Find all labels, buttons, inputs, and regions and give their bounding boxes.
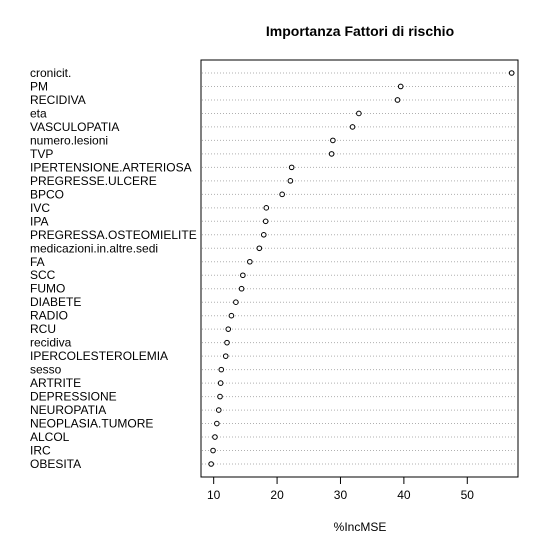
data-point: [209, 462, 214, 467]
category-label: FUMO: [30, 282, 65, 296]
data-point: [331, 138, 336, 143]
data-point: [225, 340, 230, 345]
x-axis-title: %IncMSE: [334, 520, 387, 534]
category-label: PREGRESSE.ULCERE: [30, 174, 157, 188]
x-tick-label: 50: [461, 488, 475, 502]
data-point: [211, 448, 216, 453]
data-point: [213, 435, 218, 440]
category-label: SCC: [30, 268, 56, 282]
data-point: [263, 219, 268, 224]
data-point: [229, 313, 234, 318]
data-point: [264, 206, 269, 211]
category-label: DEPRESSIONE: [30, 390, 117, 404]
category-label: RADIO: [30, 309, 68, 323]
category-label: DIABETE: [30, 295, 81, 309]
data-point: [395, 98, 400, 103]
category-label: medicazioni.in.altre.sedi: [30, 241, 158, 255]
plot-area: cronicit.PMRECIDIVAetaVASCULOPATIAnumero…: [30, 60, 518, 502]
category-label: numero.lesioni: [30, 133, 108, 147]
category-label: RCU: [30, 322, 56, 336]
category-label: IVC: [30, 201, 50, 215]
category-label: NEOPLASIA.TUMORE: [30, 417, 153, 431]
x-tick-label: 10: [207, 488, 221, 502]
category-label: FA: [30, 255, 45, 269]
category-label: IRC: [30, 444, 51, 458]
category-label: IPERTENSIONE.ARTERIOSA: [30, 160, 192, 174]
data-point: [289, 165, 294, 170]
data-point: [239, 286, 244, 291]
data-point: [234, 300, 239, 305]
category-label: NEUROPATIA: [30, 403, 106, 417]
data-point: [215, 421, 220, 426]
category-label: ARTRITE: [30, 376, 81, 390]
data-point: [509, 71, 514, 76]
data-point: [218, 394, 223, 399]
category-label: PM: [30, 79, 48, 93]
data-point: [216, 408, 221, 413]
category-label: BPCO: [30, 187, 64, 201]
data-point: [329, 152, 334, 157]
category-label: IPA: [30, 214, 48, 228]
data-point: [398, 84, 403, 89]
category-label: RECIDIVA: [30, 93, 86, 107]
category-label: TVP: [30, 147, 53, 161]
data-point: [257, 246, 262, 251]
x-tick-label: 30: [334, 488, 348, 502]
category-label: ALCOL: [30, 430, 70, 444]
chart-title: Importanza Fattori di rischio: [266, 23, 454, 39]
data-point: [241, 273, 246, 278]
category-label: OBESITA: [30, 457, 81, 471]
x-tick-label: 40: [397, 488, 411, 502]
data-point: [261, 232, 266, 237]
data-point: [218, 381, 223, 386]
category-label: VASCULOPATIA: [30, 120, 119, 134]
category-label: recidiva: [30, 336, 72, 350]
category-label: cronicit.: [30, 66, 71, 80]
data-point: [350, 125, 355, 130]
category-label: IPERCOLESTEROLEMIA: [30, 349, 168, 363]
x-tick-label: 20: [270, 488, 284, 502]
category-label: eta: [30, 106, 47, 120]
plot-frame: [201, 60, 518, 477]
data-point: [357, 111, 362, 116]
data-point: [248, 259, 253, 264]
data-point: [223, 354, 228, 359]
category-label: sesso: [30, 363, 62, 377]
data-point: [280, 192, 285, 197]
data-point: [288, 179, 293, 184]
category-label: PREGRESSA.OSTEOMIELITE: [30, 228, 197, 242]
data-point: [226, 327, 231, 332]
data-point: [219, 367, 224, 372]
